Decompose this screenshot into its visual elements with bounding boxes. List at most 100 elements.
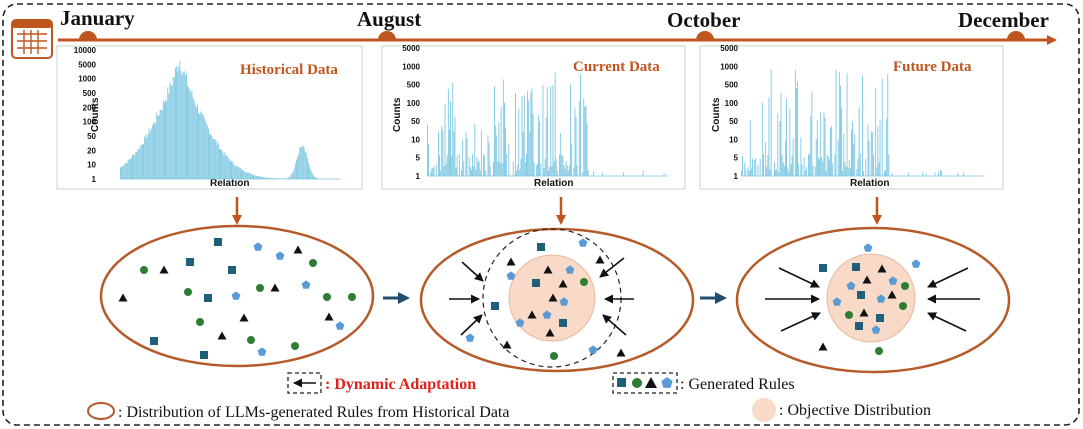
histogram-bar (832, 163, 834, 176)
legend-dynamic-adaptation: : Dynamic Adaptation (287, 372, 476, 394)
histogram-bar (818, 157, 819, 176)
histogram-bar (555, 159, 557, 176)
histogram-bar (172, 77, 174, 179)
histogram-bar (857, 158, 859, 176)
histogram-bar (840, 86, 841, 176)
histogram-bar (179, 60, 181, 179)
y-tick-label: 1000 (720, 62, 738, 71)
histogram-bar (566, 165, 568, 176)
rule-pentagon (876, 294, 886, 303)
rule-triangle (545, 328, 555, 337)
histogram-bar (848, 159, 850, 176)
histogram-bar (456, 155, 458, 176)
histogram-bar (522, 132, 524, 176)
histogram-bar (537, 163, 538, 176)
histogram-bar (252, 174, 253, 179)
histogram-bar (270, 178, 272, 179)
rule-circle (256, 284, 264, 292)
histogram-bar (313, 176, 315, 179)
histogram-bar (297, 156, 298, 179)
histogram-bar (133, 154, 135, 179)
histogram-current: Current Data Relation Counts 5000 1000 500… (381, 44, 686, 190)
histogram-bar (908, 172, 910, 176)
histogram-ylabel: Counts (392, 97, 403, 132)
histogram-bar (846, 72, 848, 176)
rule-triangle (859, 308, 869, 317)
rule-pentagon (231, 291, 241, 300)
histogram-bar (479, 170, 481, 176)
histogram-bar (540, 163, 542, 176)
histogram-bar (184, 75, 186, 179)
histogram-bar (501, 163, 503, 176)
histogram-bar (816, 120, 818, 176)
histogram-bar (785, 139, 786, 176)
histogram-bar (121, 166, 122, 179)
histogram-bar (146, 138, 148, 179)
histogram-bar (870, 131, 872, 176)
histogram-bar (272, 178, 274, 179)
histogram-bar (622, 172, 624, 176)
histogram-bar (222, 151, 224, 179)
histogram-bar (747, 167, 749, 176)
y-tick-label: 1000 (78, 75, 96, 84)
histogram-bar (494, 86, 495, 176)
rule-triangle (818, 342, 828, 351)
histogram-bar (129, 158, 131, 179)
rule-circle (348, 293, 356, 301)
histogram-bar (488, 142, 490, 176)
histogram-bar (812, 165, 814, 176)
rule-triangle (527, 310, 537, 319)
histogram-bar (853, 143, 855, 176)
histogram-bar (876, 167, 878, 176)
histogram-bar (867, 124, 869, 176)
histogram-bar (841, 108, 842, 176)
histogram-bar (123, 165, 125, 179)
histogram-bar (801, 164, 803, 176)
histogram-bar (301, 146, 303, 179)
histogram-bar (530, 92, 532, 176)
histogram-ylabel: Counts (90, 97, 101, 132)
rule-pentagon (515, 318, 525, 327)
histogram-bar (122, 166, 124, 179)
histogram-bar (159, 110, 161, 179)
histogram-bar (217, 142, 219, 179)
histogram-bar (814, 166, 816, 176)
histogram-bar (257, 176, 259, 179)
histogram-bar (428, 143, 429, 176)
rule-pentagon (301, 280, 311, 289)
histogram-bar (561, 155, 563, 176)
histogram-bar (154, 123, 155, 179)
histogram-bar (265, 177, 267, 179)
histogram-bar (884, 171, 885, 176)
histogram-bar (842, 170, 844, 176)
timeline-dot-january (79, 31, 97, 40)
histogram-bar (178, 66, 180, 179)
histogram-bar (498, 122, 500, 176)
y-tick-label: 200 (83, 103, 97, 112)
histogram-bar (206, 125, 208, 179)
histogram-bar (276, 178, 278, 179)
histogram-bar (232, 161, 234, 179)
histogram-bar (831, 126, 833, 176)
histogram-bar (153, 122, 154, 179)
histogram-bar (888, 154, 890, 176)
objective-distribution-future (826, 253, 916, 343)
histogram-bar (538, 115, 539, 176)
histogram-bar (787, 167, 789, 176)
rule-pentagon (863, 243, 873, 252)
y-tick-label: 500 (725, 81, 739, 90)
histogram-bar (269, 177, 271, 179)
rule-square (855, 322, 863, 330)
histogram-bar (430, 171, 432, 176)
legend-objective-distribution-label: : Objective Distribution (779, 402, 931, 419)
histogram-bar (843, 133, 845, 176)
histogram-bar (642, 170, 644, 176)
histogram-bar (209, 134, 210, 179)
histogram-bar (453, 131, 455, 176)
y-tick-label: 5 (416, 154, 421, 163)
histogram-bar (300, 146, 302, 179)
histogram-bar (274, 178, 275, 179)
rule-triangle (887, 290, 897, 299)
histogram-bar (820, 112, 822, 176)
histogram-bar (259, 176, 261, 179)
